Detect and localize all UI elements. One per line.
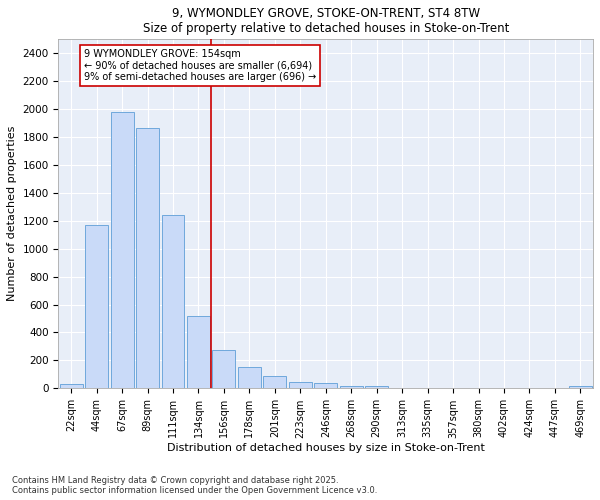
Bar	[365, 386, 388, 388]
Text: 9 WYMONDLEY GROVE: 154sqm
← 90% of detached houses are smaller (6,694)
9% of sem: 9 WYMONDLEY GROVE: 154sqm ← 90% of detac…	[84, 48, 316, 82]
Bar	[340, 386, 362, 388]
Bar	[212, 350, 235, 389]
Y-axis label: Number of detached properties: Number of detached properties	[7, 126, 17, 302]
Bar	[314, 383, 337, 388]
Title: 9, WYMONDLEY GROVE, STOKE-ON-TRENT, ST4 8TW
Size of property relative to detache: 9, WYMONDLEY GROVE, STOKE-ON-TRENT, ST4 …	[143, 7, 509, 35]
Bar	[289, 382, 312, 388]
Bar	[238, 368, 261, 388]
Bar	[136, 128, 159, 388]
Bar	[263, 376, 286, 388]
Bar	[60, 384, 83, 388]
Text: Contains HM Land Registry data © Crown copyright and database right 2025.
Contai: Contains HM Land Registry data © Crown c…	[12, 476, 377, 495]
X-axis label: Distribution of detached houses by size in Stoke-on-Trent: Distribution of detached houses by size …	[167, 443, 485, 453]
Bar	[569, 386, 592, 388]
Bar	[85, 225, 108, 388]
Bar	[110, 112, 134, 388]
Bar	[161, 215, 184, 388]
Bar	[187, 316, 210, 388]
